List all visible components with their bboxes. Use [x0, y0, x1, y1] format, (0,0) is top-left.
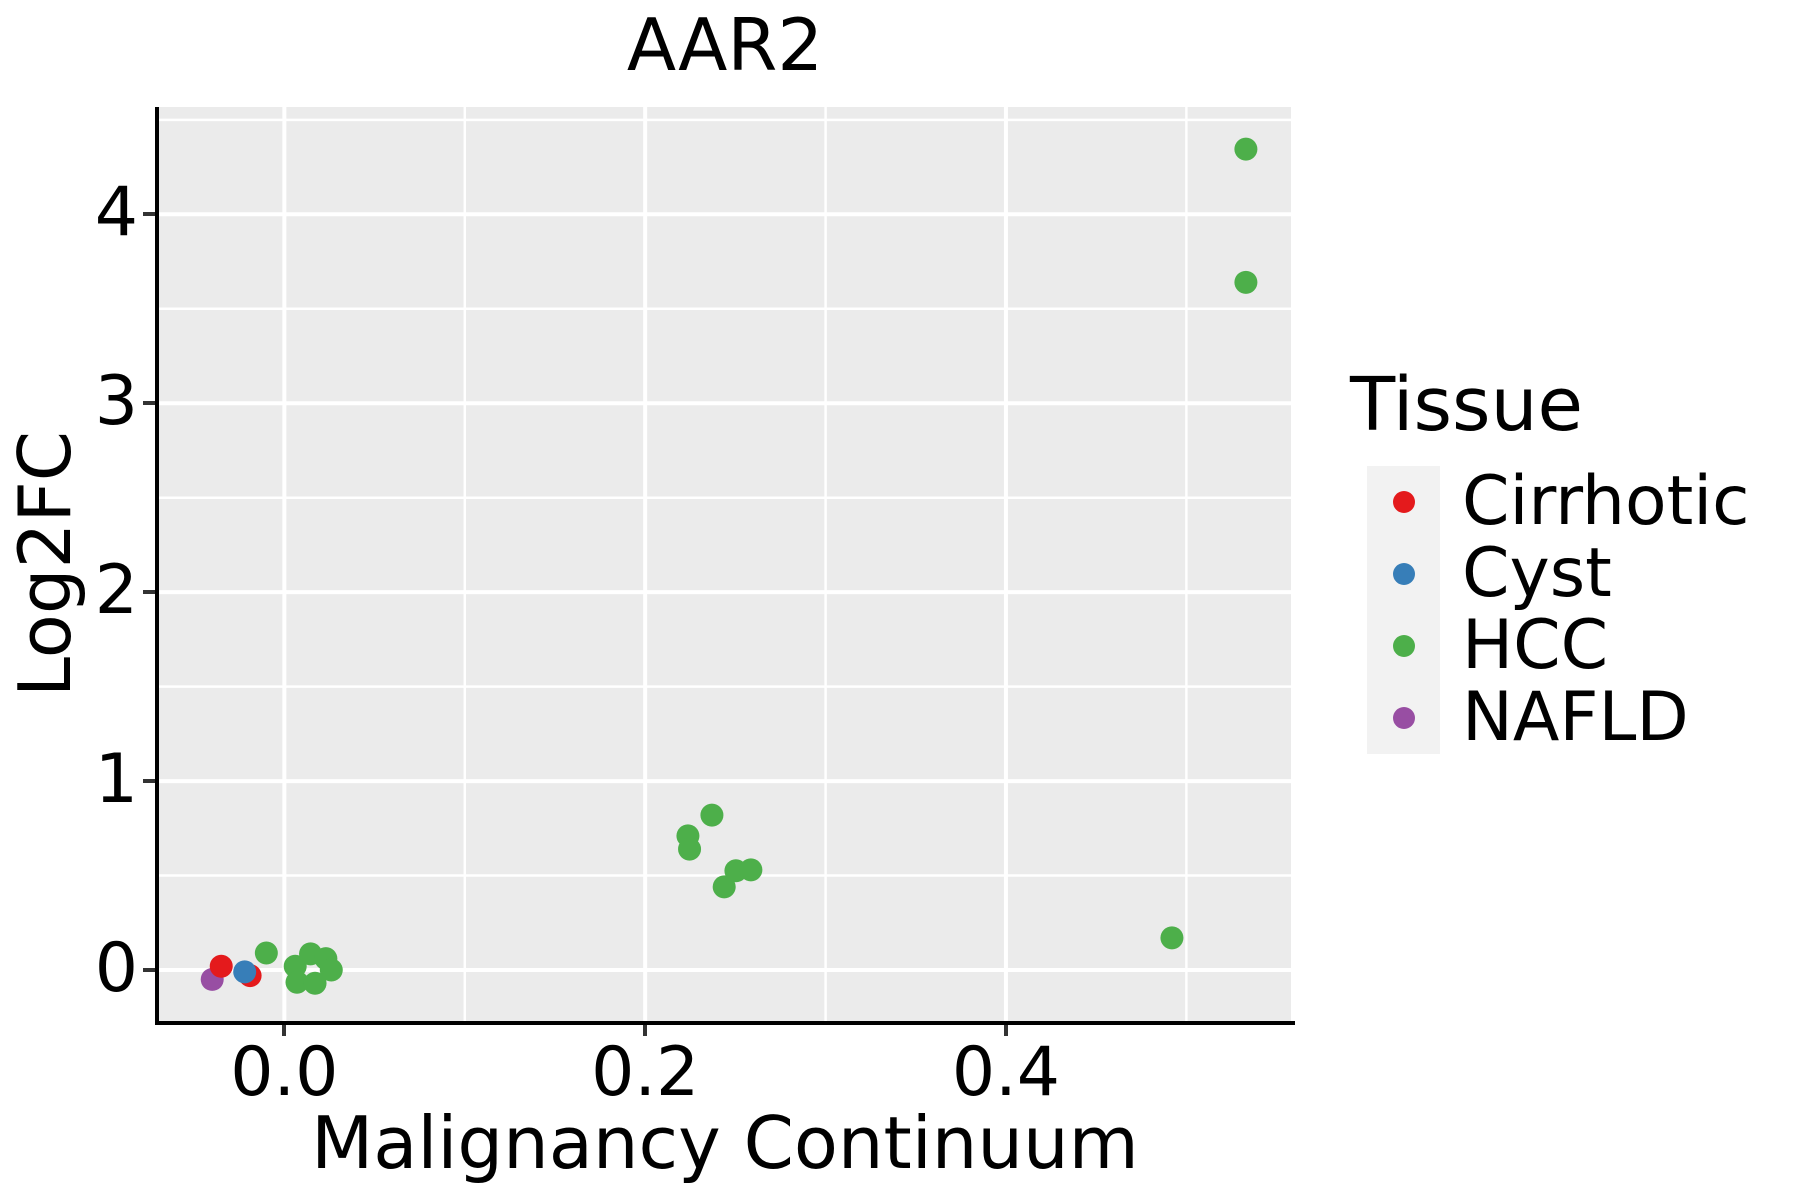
y-tick-label: 0 [94, 928, 138, 1008]
legend-entry-cyst: Cyst [1367, 538, 1780, 610]
chart-title: AAR2 [626, 3, 824, 87]
legend-label: Cirrhotic [1462, 462, 1750, 541]
data-point-hcc [303, 971, 327, 995]
data-point-hcc [1234, 137, 1258, 161]
plot-canvas [159, 107, 1291, 1021]
legend-label: HCC [1462, 606, 1609, 685]
data-point-hcc [1234, 270, 1258, 294]
data-point-hcc [285, 970, 309, 994]
plot-panel [159, 107, 1291, 1021]
data-point-cyst [233, 960, 257, 984]
data-point-hcc [254, 941, 278, 965]
legend-entries: Cirrhotic Cyst HCC NAFLD [1367, 466, 1780, 754]
legend-entry-cirrhotic: Cirrhotic [1367, 466, 1780, 538]
legend-key [1367, 610, 1440, 682]
data-point-hcc [319, 958, 343, 982]
y-tick-label: 3 [94, 362, 138, 442]
data-point-hcc [1160, 926, 1184, 950]
data-point-hcc [700, 803, 724, 827]
legend-key [1367, 682, 1440, 754]
y-tick-mark [143, 401, 155, 406]
y-tick-mark [143, 212, 155, 217]
y-axis-title: Log2FC [3, 430, 87, 698]
x-tick-label: 0.0 [230, 1033, 339, 1112]
legend-entry-hcc: HCC [1367, 610, 1780, 682]
y-tick-label: 1 [94, 740, 138, 820]
legend-swatch-icon [1392, 635, 1415, 657]
y-tick-mark [143, 590, 155, 595]
data-point-hcc [678, 837, 702, 861]
data-point-hcc [712, 875, 736, 899]
legend-title: Tissue [1350, 362, 1584, 448]
legend-label: NAFLD [1462, 678, 1689, 757]
legend: Tissue Cirrhotic Cyst HCC NAFLD [1350, 368, 1780, 754]
x-tick-mark [1003, 1025, 1008, 1036]
x-tick-label: 0.2 [591, 1033, 700, 1112]
y-tick-mark [143, 967, 155, 972]
legend-key [1367, 466, 1440, 538]
y-tick-label: 4 [94, 173, 138, 253]
x-tick-mark [643, 1025, 648, 1036]
data-point-cirrhotic [209, 954, 233, 978]
legend-swatch-icon [1392, 491, 1415, 513]
legend-key [1367, 538, 1440, 610]
data-point-hcc [739, 858, 763, 882]
legend-label: Cyst [1462, 534, 1612, 613]
x-axis-title: Malignancy Continuum [311, 1101, 1139, 1185]
legend-entry-nafld: NAFLD [1367, 682, 1780, 754]
x-tick-mark [282, 1025, 287, 1036]
legend-swatch-icon [1392, 707, 1415, 729]
y-tick-mark [143, 779, 155, 784]
legend-swatch-icon [1392, 563, 1415, 585]
x-tick-label: 0.4 [951, 1033, 1061, 1112]
y-tick-label: 2 [94, 551, 138, 631]
